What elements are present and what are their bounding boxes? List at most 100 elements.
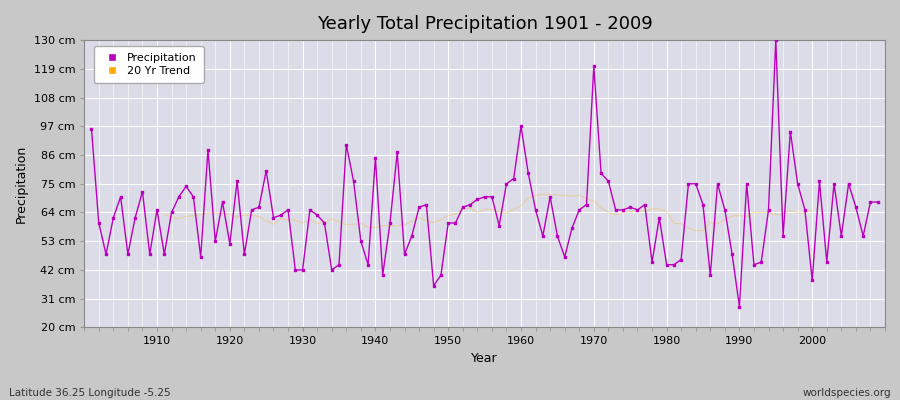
Point	[688, 180, 703, 187]
Point	[717, 207, 732, 213]
Point	[201, 147, 215, 153]
Point	[485, 194, 500, 200]
Title: Yearly Total Precipitation 1901 - 2009: Yearly Total Precipitation 1901 - 2009	[317, 15, 652, 33]
Point	[572, 207, 587, 213]
Point	[434, 272, 448, 278]
Point	[179, 183, 194, 190]
Point	[849, 204, 863, 210]
Point	[332, 262, 347, 268]
Point	[514, 123, 528, 130]
Point	[710, 180, 724, 187]
Point	[601, 178, 616, 184]
Point	[390, 149, 404, 156]
Point	[637, 202, 652, 208]
Point	[747, 262, 761, 268]
Point	[238, 251, 252, 258]
Point	[565, 225, 580, 231]
Point	[724, 251, 739, 258]
Point	[99, 251, 113, 258]
Point	[608, 207, 623, 213]
Point	[158, 251, 172, 258]
Point	[354, 238, 368, 244]
Point	[317, 220, 331, 226]
Point	[623, 204, 637, 210]
Point	[106, 214, 121, 221]
Point	[382, 220, 397, 226]
Point	[252, 204, 266, 210]
Point	[419, 202, 434, 208]
Point	[281, 207, 295, 213]
Point	[616, 207, 630, 213]
Point	[310, 212, 324, 218]
Point	[266, 214, 281, 221]
Point	[339, 141, 354, 148]
Point	[797, 207, 812, 213]
Point	[245, 207, 259, 213]
Point	[674, 256, 688, 263]
Point	[820, 259, 834, 265]
Point	[630, 207, 644, 213]
Point	[769, 37, 783, 43]
Point	[222, 241, 237, 247]
Point	[135, 188, 149, 195]
Point	[660, 262, 674, 268]
Point	[165, 209, 179, 216]
Point	[733, 303, 747, 310]
Point	[295, 267, 310, 273]
Point	[761, 207, 776, 213]
Point	[842, 180, 856, 187]
Text: worldspecies.org: worldspecies.org	[803, 388, 891, 398]
Point	[827, 180, 842, 187]
Point	[302, 207, 317, 213]
Point	[208, 238, 222, 244]
Point	[557, 254, 572, 260]
Point	[652, 214, 667, 221]
Point	[870, 199, 885, 205]
Point	[644, 259, 659, 265]
Point	[194, 254, 208, 260]
Point	[856, 233, 870, 239]
Point	[580, 202, 594, 208]
Point	[477, 194, 491, 200]
Text: Latitude 36.25 Longitude -5.25: Latitude 36.25 Longitude -5.25	[9, 388, 171, 398]
Point	[215, 199, 230, 205]
Point	[507, 175, 521, 182]
Point	[186, 194, 201, 200]
Point	[528, 207, 543, 213]
Point	[805, 277, 819, 284]
Point	[448, 220, 463, 226]
Point	[274, 212, 288, 218]
Point	[92, 220, 106, 226]
Point	[500, 180, 514, 187]
Point	[536, 233, 550, 239]
Point	[375, 272, 390, 278]
Point	[325, 267, 339, 273]
Point	[790, 180, 805, 187]
Point	[667, 262, 681, 268]
Point	[412, 204, 427, 210]
Point	[594, 170, 608, 176]
Point	[85, 126, 99, 132]
Point	[142, 251, 157, 258]
Point	[259, 168, 274, 174]
Point	[703, 272, 717, 278]
Point	[783, 128, 797, 135]
Legend: Precipitation, 20 Yr Trend: Precipitation, 20 Yr Trend	[94, 46, 203, 83]
Y-axis label: Precipitation: Precipitation	[15, 145, 28, 223]
Point	[587, 63, 601, 70]
Point	[543, 194, 557, 200]
Point	[368, 154, 382, 161]
Point	[172, 194, 186, 200]
Point	[863, 199, 878, 205]
Point	[681, 180, 696, 187]
Point	[455, 204, 470, 210]
Point	[521, 170, 535, 176]
Point	[149, 207, 164, 213]
Point	[740, 180, 754, 187]
Point	[550, 233, 564, 239]
Point	[397, 251, 411, 258]
Point	[470, 196, 484, 203]
Point	[128, 214, 142, 221]
Point	[463, 202, 477, 208]
Point	[113, 194, 128, 200]
